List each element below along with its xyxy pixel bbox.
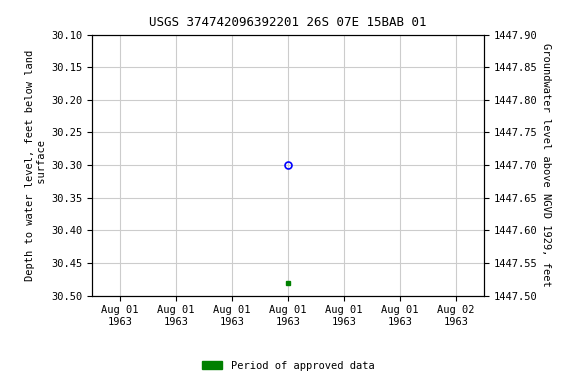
Y-axis label: Depth to water level, feet below land
 surface: Depth to water level, feet below land su… — [25, 50, 47, 281]
Title: USGS 374742096392201 26S 07E 15BAB 01: USGS 374742096392201 26S 07E 15BAB 01 — [149, 16, 427, 29]
Legend: Period of approved data: Period of approved data — [198, 357, 378, 375]
Y-axis label: Groundwater level above NGVD 1929, feet: Groundwater level above NGVD 1929, feet — [541, 43, 551, 287]
